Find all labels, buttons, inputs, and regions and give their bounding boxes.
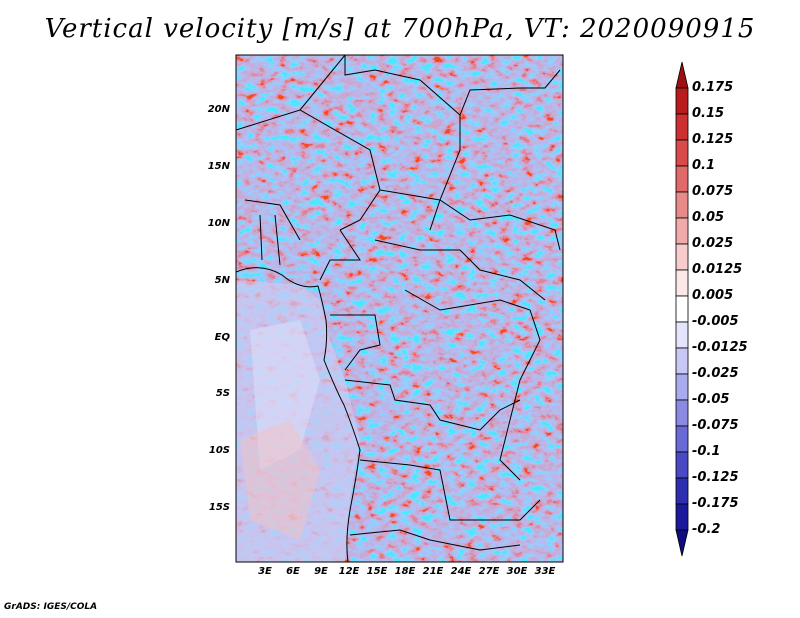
colorbar-label: 0.175 (692, 80, 734, 95)
colorbar-label: 0.05 (692, 210, 725, 225)
colorbar-bin (675, 269, 689, 297)
lon-label: 30E (506, 566, 528, 577)
colorbar-bin (675, 529, 689, 557)
colorbar-label: 0.025 (692, 236, 734, 251)
colorbar-label: 0.005 (692, 288, 734, 303)
colorbar-bin (675, 399, 689, 427)
colorbar-label: 0.1 (692, 158, 716, 173)
colorbar-bin (675, 373, 689, 401)
colorbar-label: -0.0125 (692, 340, 748, 355)
grads-credit: GrADS: IGES/COLA (4, 602, 98, 612)
lon-label: 12E (338, 566, 360, 577)
country-borders (236, 55, 561, 562)
lat-label: 15S (208, 502, 230, 513)
colorbar-label: -0.1 (692, 444, 721, 459)
colorbar-bin (675, 243, 689, 271)
lat-label: 5N (214, 275, 230, 286)
colorbar-bin (675, 321, 689, 349)
colorbar-bin (675, 503, 689, 531)
colorbar-label: -0.005 (692, 314, 739, 329)
colorbar-label: -0.2 (692, 522, 721, 537)
colorbar-label: -0.05 (692, 392, 730, 407)
colorbar-label: -0.075 (692, 418, 739, 433)
colorbar-label: 0.075 (692, 184, 734, 199)
colorbar-label: 0.15 (692, 106, 725, 121)
colorbar-bin (675, 425, 689, 453)
velocity-field (236, 55, 563, 562)
lat-label: 5S (215, 388, 230, 399)
colorbar-bin (675, 191, 689, 219)
lat-label: 20N (207, 104, 230, 115)
map-frame (235, 54, 564, 563)
colorbar-label: 0.0125 (692, 262, 743, 277)
colorbar-bin (675, 139, 689, 167)
colorbar-bin (675, 295, 689, 323)
lon-label: 6E (286, 566, 300, 577)
colorbar (675, 61, 689, 557)
lon-label: 18E (394, 566, 416, 577)
colorbar-label: -0.025 (692, 366, 739, 381)
lat-label: EQ (214, 332, 230, 343)
lon-label: 15E (366, 566, 388, 577)
colorbar-bin (675, 87, 689, 115)
colorbar-bin (675, 61, 689, 89)
colorbar-bin (675, 113, 689, 141)
lat-label: 10S (208, 445, 230, 456)
colorbar-bin (675, 451, 689, 479)
lat-label: 15N (207, 161, 230, 172)
colorbar-label: 0.125 (692, 132, 734, 147)
lat-label: 10N (207, 218, 230, 229)
map-title: Vertical velocity [m/s] at 700hPa, VT: 2… (44, 14, 756, 44)
colorbar-label: -0.175 (692, 496, 739, 511)
colorbar-bin (675, 347, 689, 375)
lon-label: 3E (258, 566, 272, 577)
lon-label: 24E (450, 566, 472, 577)
colorbar-label: -0.125 (692, 470, 739, 485)
lon-label: 27E (478, 566, 500, 577)
colorbar-bin (675, 165, 689, 193)
colorbar-bin (675, 477, 689, 505)
lon-label: 9E (314, 566, 328, 577)
lon-label: 33E (534, 566, 556, 577)
colorbar-bin (675, 217, 689, 245)
lon-label: 21E (422, 566, 444, 577)
